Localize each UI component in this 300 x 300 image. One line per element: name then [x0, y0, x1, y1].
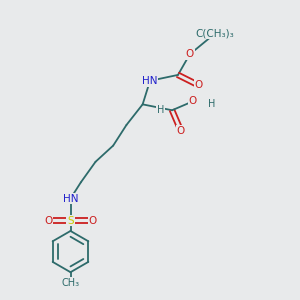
- Text: C(CH₃)₃: C(CH₃)₃: [195, 29, 234, 39]
- Text: O: O: [186, 49, 194, 59]
- Text: O: O: [189, 96, 197, 106]
- Text: HN: HN: [142, 76, 158, 86]
- Text: H: H: [157, 105, 164, 115]
- Text: O: O: [177, 126, 185, 136]
- Text: S: S: [67, 216, 74, 226]
- Text: O: O: [44, 216, 52, 226]
- Text: O: O: [88, 216, 97, 226]
- Text: H: H: [208, 99, 215, 110]
- Text: CH₃: CH₃: [61, 278, 80, 287]
- Text: O: O: [194, 80, 203, 90]
- Text: HN: HN: [63, 194, 78, 204]
